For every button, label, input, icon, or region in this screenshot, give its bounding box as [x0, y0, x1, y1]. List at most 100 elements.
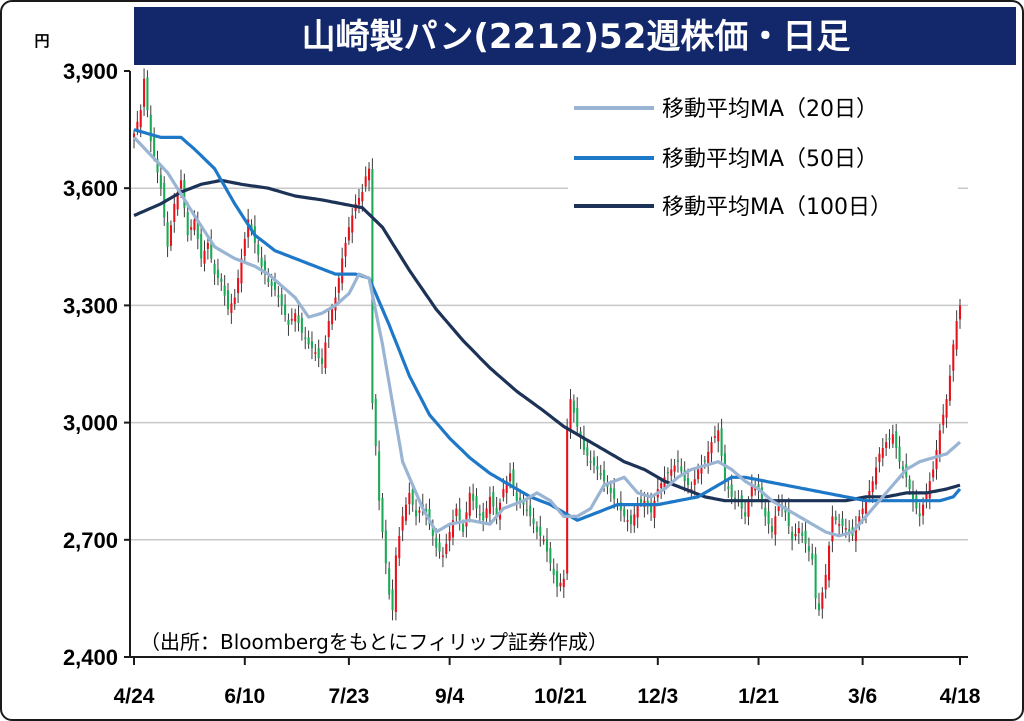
- candle-body: [928, 481, 931, 499]
- candle-body: [733, 497, 737, 500]
- candle-body: [848, 529, 851, 532]
- candle-body: [693, 479, 696, 485]
- candle-body: [791, 531, 794, 540]
- candle-body: [552, 568, 555, 575]
- candle-body: [310, 341, 313, 349]
- source-note: （出所：Bloombergをもとにフィリップ証券作成）: [140, 630, 608, 654]
- x-tick-label: 6/10: [224, 685, 265, 708]
- candle-body: [176, 192, 179, 210]
- candle-body: [341, 258, 344, 284]
- candle-body: [495, 507, 498, 517]
- candle-body: [488, 496, 491, 514]
- candle-body: [159, 174, 162, 189]
- candle-body: [267, 278, 270, 282]
- candle-body: [774, 516, 777, 535]
- candle-body: [817, 603, 821, 611]
- candle-body: [676, 460, 679, 462]
- legend-label-ma100: 移動平均MA（100日）: [662, 195, 892, 220]
- candle-body: [525, 509, 528, 511]
- candle-body: [485, 508, 488, 519]
- candle-body: [603, 469, 606, 482]
- candle-body: [952, 344, 955, 371]
- candle-body: [606, 484, 609, 488]
- x-tick-label: 4/18: [940, 685, 981, 708]
- candle-body: [136, 121, 139, 130]
- candle-body: [411, 489, 414, 505]
- candle-body: [532, 518, 535, 525]
- candle-body: [290, 319, 293, 321]
- candle-body: [320, 358, 324, 364]
- candle-body: [582, 436, 585, 450]
- candle-body: [834, 516, 837, 521]
- candle-body: [361, 192, 364, 202]
- candle-body: [364, 176, 367, 187]
- candle-body: [653, 500, 656, 518]
- candle-body: [220, 278, 223, 282]
- candle-body: [448, 531, 451, 541]
- candle-body: [307, 337, 310, 345]
- candle-body: [273, 281, 277, 290]
- candle-body: [535, 526, 538, 532]
- candle-body: [881, 447, 884, 458]
- candle-body: [398, 535, 401, 559]
- candle-body: [247, 219, 250, 238]
- candle-body: [368, 168, 371, 181]
- candle-body: [357, 197, 361, 205]
- candle-body: [875, 467, 878, 485]
- x-tick-label: 9/4: [435, 685, 465, 708]
- candle-body: [455, 508, 458, 517]
- candle-body: [542, 539, 545, 542]
- candle-body: [451, 520, 455, 538]
- candle-body: [626, 520, 629, 522]
- candle-body: [213, 263, 216, 275]
- candle-body: [932, 469, 935, 478]
- candle-body: [240, 258, 243, 284]
- candle-body: [223, 285, 226, 296]
- y-tick-label: 2,700: [63, 528, 118, 553]
- candle-body: [938, 430, 941, 455]
- candle-body: [838, 524, 841, 526]
- candle-body: [445, 543, 448, 554]
- moving-averages: [132, 128, 962, 538]
- candle-body: [230, 303, 233, 313]
- candle-body: [186, 212, 189, 236]
- candle-body: [529, 505, 532, 517]
- candle-body: [237, 278, 240, 294]
- candle-body: [942, 414, 945, 426]
- candle-body: [824, 574, 827, 590]
- candle-body: [878, 453, 881, 463]
- candle-body: [243, 238, 246, 256]
- candle-body: [844, 528, 847, 530]
- candle-body: [770, 525, 774, 532]
- candle-body: [216, 269, 219, 279]
- candle-body: [193, 219, 196, 231]
- title-banner: [134, 7, 1016, 65]
- x-tick-label: 12/3: [637, 685, 678, 708]
- candle-body: [344, 242, 347, 257]
- candle-body: [183, 180, 186, 208]
- candle-body: [562, 578, 565, 588]
- candle-body: [686, 477, 690, 486]
- candle-body: [287, 319, 290, 325]
- candle-body: [747, 500, 750, 517]
- candle-body: [559, 582, 562, 587]
- x-tick-label: 1/21: [738, 685, 779, 708]
- legend: 移動平均MA（20日） 移動平均MA（50日） 移動平均MA（100日）: [568, 88, 958, 228]
- candle-body: [472, 493, 475, 501]
- candle-body: [673, 465, 676, 472]
- candle-body: [858, 516, 861, 524]
- candle-body: [730, 484, 733, 497]
- candle-body: [801, 532, 804, 536]
- candle-body: [331, 309, 334, 325]
- candle-body: [720, 428, 723, 456]
- candle-body: [958, 305, 962, 320]
- candle-body: [277, 295, 280, 298]
- candle-body: [703, 460, 706, 462]
- candle-body: [458, 508, 461, 521]
- candle-body: [901, 466, 904, 470]
- candle-body: [750, 485, 753, 497]
- candle-body: [744, 512, 747, 517]
- candle-body: [767, 511, 770, 525]
- candle-body: [935, 449, 938, 470]
